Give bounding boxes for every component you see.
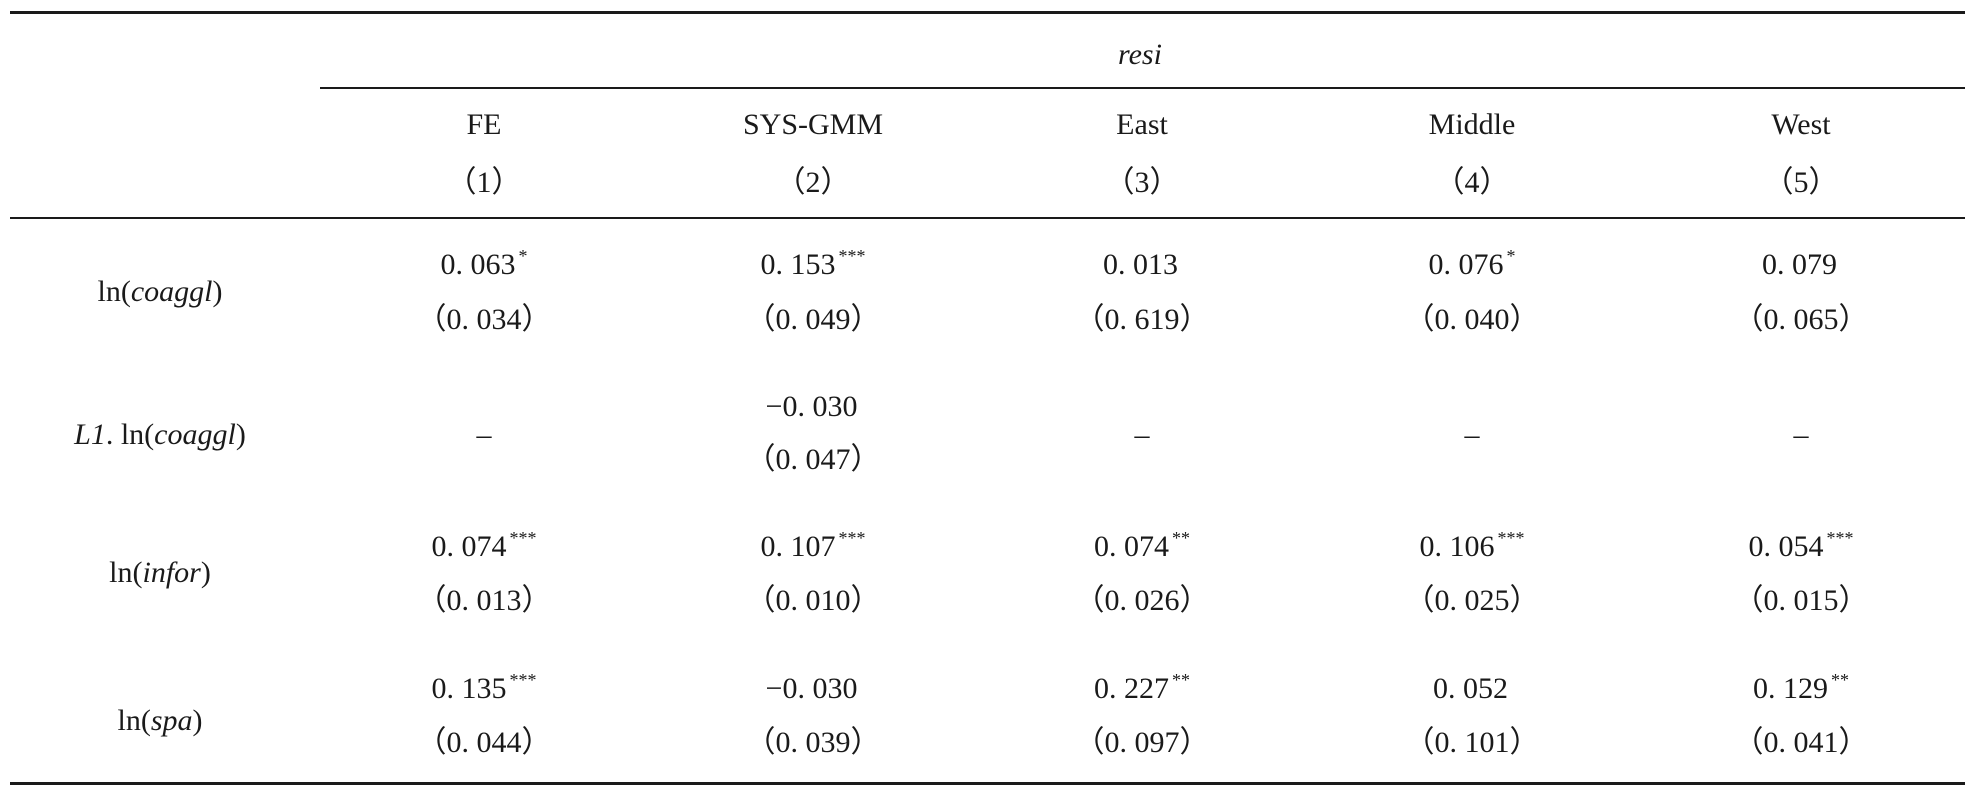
empty-dash: – (1134, 418, 1150, 451)
empty-dash: – (1464, 418, 1480, 451)
row-label: L1. ln(coaggl) (74, 418, 246, 451)
column-header-west: West (1771, 108, 1831, 141)
row-label: ln(spa) (117, 704, 203, 737)
coefficient: 0. 054 *** (1748, 528, 1854, 563)
coefficient: 0. 063 * (440, 246, 528, 281)
standard-error: （0. 044） (416, 726, 552, 759)
coefficient: 0. 079 (1762, 248, 1837, 281)
column-number: （3） (1104, 166, 1180, 199)
standard-error: （0. 039） (745, 726, 881, 759)
standard-error: （0. 097） (1074, 726, 1210, 759)
column-number: （4） (1434, 166, 1510, 199)
coefficient: 0. 074 *** (431, 528, 537, 563)
standard-error: （0. 049） (745, 303, 881, 336)
row-label: ln(infor) (109, 556, 211, 589)
coefficient: 0. 107 *** (760, 528, 866, 563)
column-number: （5） (1763, 166, 1839, 199)
coefficient: 0. 013 (1103, 248, 1178, 281)
standard-error: （0. 010） (745, 584, 881, 617)
column-number: （1） (446, 166, 522, 199)
group-rule (320, 87, 1965, 89)
coefficient: 0. 076 * (1428, 246, 1516, 281)
standard-error: （0. 013） (416, 584, 552, 617)
standard-error: （0. 015） (1733, 584, 1869, 617)
standard-error: （0. 101） (1404, 726, 1540, 759)
standard-error: （0. 065） (1733, 303, 1869, 336)
bottom-rule (10, 782, 1965, 785)
standard-error: （0. 041） (1733, 726, 1869, 759)
column-header-middle: Middle (1428, 108, 1516, 141)
coefficient: 0. 129 ** (1753, 670, 1849, 705)
column-number: （2） (775, 166, 851, 199)
row-label: ln(coaggl) (97, 275, 223, 308)
column-header-east: East (1116, 108, 1168, 141)
standard-error: （0. 025） (1404, 584, 1540, 617)
standard-error: （0. 040） (1404, 303, 1540, 336)
coefficient: 0. 153 *** (760, 246, 866, 281)
coefficient: 0. 052 (1433, 672, 1508, 705)
standard-error: （0. 026） (1074, 584, 1210, 617)
coefficient: 0. 227 ** (1094, 670, 1190, 705)
standard-error: （0. 619） (1074, 303, 1210, 336)
column-header-fe: FE (466, 108, 502, 141)
standard-error: （0. 047） (745, 443, 881, 476)
empty-dash: – (1793, 418, 1809, 451)
coefficient: −0. 030 (765, 672, 858, 705)
top-rule (10, 11, 1965, 14)
coefficient: −0. 030 (765, 390, 858, 423)
standard-error: （0. 034） (416, 303, 552, 336)
group-header: resi (1118, 38, 1162, 71)
coefficient: 0. 135 *** (431, 670, 537, 705)
empty-dash: – (476, 418, 492, 451)
coefficient: 0. 074 ** (1094, 528, 1190, 563)
header-rule (10, 217, 1965, 219)
coefficient: 0. 106 *** (1419, 528, 1525, 563)
column-header-sys-gmm: SYS-GMM (742, 108, 884, 141)
